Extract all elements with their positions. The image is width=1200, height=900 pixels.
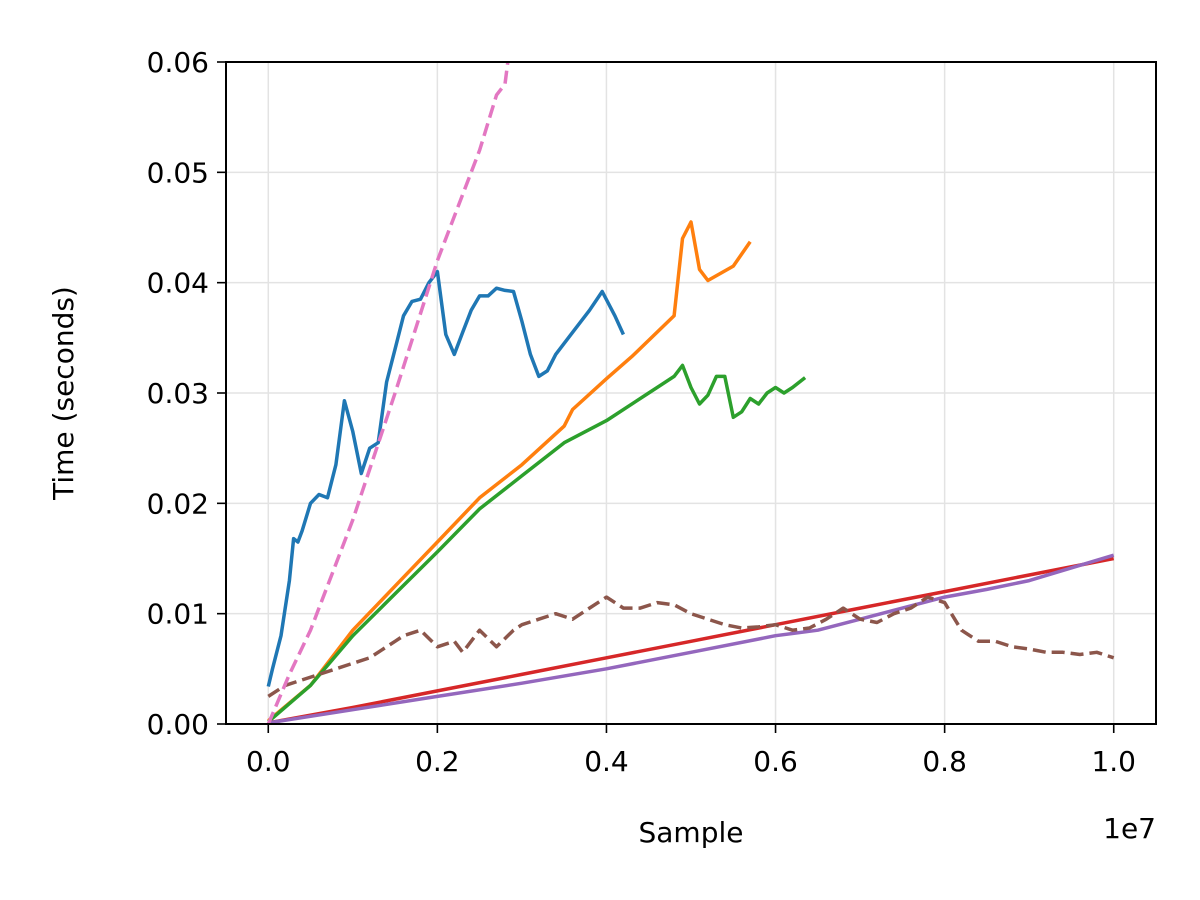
series-line-6 [267, 595, 1115, 698]
x-tick-label: 1.0 [1091, 745, 1136, 778]
series-line-3 [267, 363, 807, 724]
y-tick-label: 0.04 [147, 267, 209, 300]
y-tick-label: 0.06 [147, 46, 209, 79]
ticks: 0.0 0.2 0.4 0.6 0.8 1.0 0.00 0.01 0.02 0.03 0.04 0.… [147, 46, 1136, 778]
series-line-1 [266, 269, 625, 687]
series-line-4 [267, 556, 1115, 724]
y-axis-label: Time (seconds) [47, 286, 80, 501]
x-tick-label: 0.0 [246, 745, 291, 778]
series-line-5 [268, 553, 1115, 724]
x-tick-label: 0.6 [753, 745, 798, 778]
x-tick-label: 0.2 [415, 745, 460, 778]
y-tick-label: 0.03 [147, 377, 209, 410]
x-tick-label: 0.4 [584, 745, 629, 778]
y-tick-label: 0.02 [147, 487, 209, 520]
plot-area [266, 62, 1115, 724]
series-line-7 [266, 62, 510, 724]
x-axis-offset-label: 1e7 [1103, 812, 1156, 845]
series-line-2 [267, 220, 752, 723]
y-tick-label: 0.01 [147, 598, 209, 631]
x-tick-label: 0.8 [922, 745, 967, 778]
y-tick-label: 0.05 [147, 156, 209, 189]
x-axis-label: Sample [639, 816, 744, 849]
y-tick-label: 0.00 [147, 708, 209, 741]
